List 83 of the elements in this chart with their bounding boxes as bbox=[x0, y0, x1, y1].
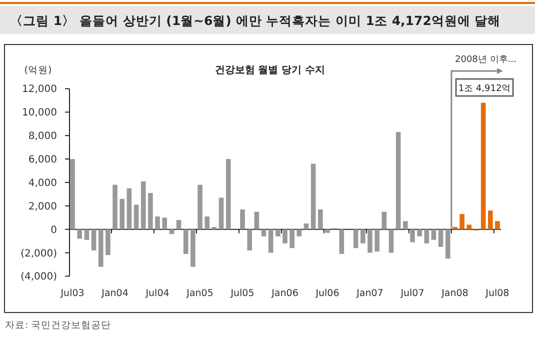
bar bbox=[431, 229, 436, 240]
bar bbox=[120, 198, 125, 230]
y-tick-label: (2,000) bbox=[20, 248, 58, 260]
bar bbox=[169, 229, 174, 234]
x-tick-label: Jan05 bbox=[186, 288, 214, 299]
y-tick-label: 2,000 bbox=[28, 201, 57, 212]
chart-subtitle: 건강보험 월별 당기 수지 bbox=[214, 65, 326, 76]
bar bbox=[226, 159, 231, 230]
bar bbox=[247, 229, 252, 250]
bar bbox=[162, 218, 168, 230]
bar bbox=[198, 184, 202, 230]
bar bbox=[183, 229, 188, 254]
bar bbox=[374, 229, 380, 252]
bar bbox=[112, 184, 118, 230]
bar bbox=[190, 229, 196, 267]
bar bbox=[254, 212, 260, 230]
bar bbox=[360, 229, 366, 244]
bar bbox=[91, 229, 96, 250]
bar bbox=[212, 226, 217, 230]
bar bbox=[126, 188, 132, 230]
x-tick-label: Jul04 bbox=[144, 288, 170, 299]
bar bbox=[495, 221, 500, 230]
bar bbox=[318, 209, 323, 230]
y-tick-label: (4,000) bbox=[20, 272, 58, 283]
bar bbox=[438, 229, 444, 247]
text: 자료: 국민건강보험공단 bbox=[5, 320, 112, 331]
bar bbox=[176, 220, 182, 230]
bar bbox=[480, 102, 486, 230]
y-tick-label: 0 bbox=[50, 224, 57, 236]
bar bbox=[70, 159, 75, 230]
annotation: 1조 4,912억 bbox=[458, 84, 511, 94]
bar bbox=[445, 229, 450, 259]
text: 2008년 이후... bbox=[455, 55, 516, 65]
x-tick-label: Jul08 bbox=[484, 288, 510, 299]
bar bbox=[460, 214, 464, 230]
bar bbox=[488, 210, 493, 230]
bar bbox=[466, 224, 472, 230]
x-tick-label: Jan07 bbox=[356, 288, 384, 299]
bar bbox=[140, 181, 146, 230]
bar bbox=[424, 229, 430, 244]
bar bbox=[325, 229, 330, 233]
bar bbox=[218, 198, 224, 230]
y-tick-label: 8,000 bbox=[28, 131, 57, 142]
bar bbox=[410, 229, 415, 242]
bar bbox=[296, 229, 302, 236]
y-tick-label: 6,000 bbox=[28, 154, 57, 166]
bar bbox=[310, 164, 316, 230]
x-tick-label: Jul06 bbox=[314, 288, 340, 299]
y-tick-label: 12,000 bbox=[22, 84, 57, 96]
bar bbox=[282, 229, 288, 244]
x-tick-label: Jan06 bbox=[270, 288, 298, 299]
bar bbox=[388, 229, 394, 253]
x-tick-label: Jul03 bbox=[60, 288, 84, 299]
bar bbox=[452, 226, 458, 230]
bar bbox=[155, 216, 160, 230]
bar bbox=[368, 229, 372, 253]
bar bbox=[396, 132, 401, 230]
bar bbox=[261, 229, 266, 236]
bar bbox=[382, 212, 387, 230]
bar bbox=[240, 209, 245, 230]
y-axis-title: (억원) bbox=[24, 65, 52, 76]
y-tick-label: 4,000 bbox=[28, 178, 57, 189]
bar bbox=[268, 229, 274, 253]
bar bbox=[304, 223, 309, 230]
x-tick-label: Jan04 bbox=[100, 288, 128, 299]
bar bbox=[276, 229, 280, 236]
bar bbox=[98, 229, 104, 267]
bar bbox=[106, 229, 110, 256]
bar bbox=[353, 229, 358, 248]
chart-title: 〈그림 1〉 올들어 상반기 (1월~6월) 에만 누적흑자는 이미 1조 4,172억원에 달해 bbox=[10, 13, 501, 28]
bar bbox=[77, 229, 82, 239]
bar bbox=[134, 204, 139, 230]
bar bbox=[84, 229, 90, 240]
x-tick-label: Jul05 bbox=[230, 288, 254, 299]
x-tick-label: Jan08 bbox=[440, 288, 468, 299]
bar bbox=[290, 229, 294, 248]
y-tick-label: 10,000 bbox=[22, 108, 57, 119]
x-tick-label: Jul07 bbox=[400, 288, 424, 299]
bar bbox=[148, 192, 153, 230]
bar bbox=[402, 221, 408, 230]
bar bbox=[204, 216, 210, 230]
bar bbox=[417, 229, 422, 236]
bar bbox=[339, 229, 344, 254]
